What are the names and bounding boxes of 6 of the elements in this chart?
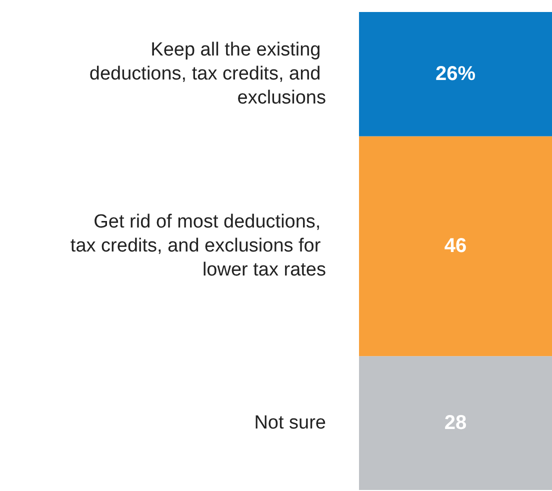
data-label: 46 xyxy=(444,235,467,258)
data-label: 28 xyxy=(444,412,467,434)
series-label: Get rid of most deductions, tax credits, and exclusions for lower tax rates xyxy=(70,212,326,281)
data-label: 26% xyxy=(435,63,476,86)
series-label: Keep all the existing deductions, tax credits, and exclusions xyxy=(89,40,326,109)
series-label: Not sure xyxy=(254,412,326,434)
